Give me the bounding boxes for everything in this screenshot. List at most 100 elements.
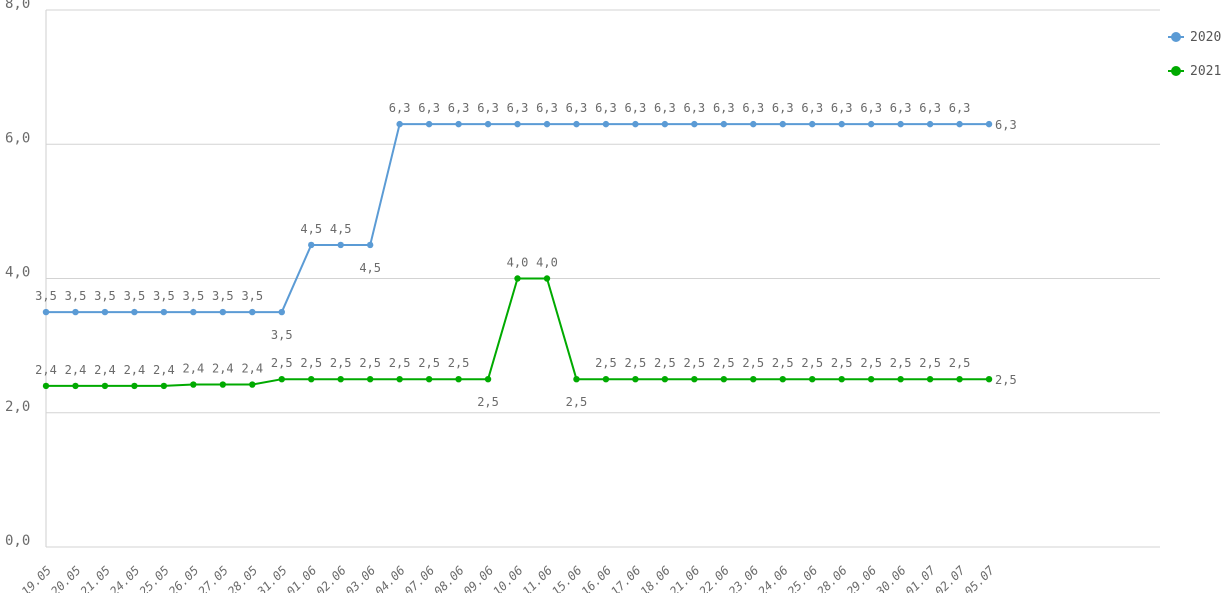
data-label: 2,5 [713,356,735,370]
data-label: 3,5 [241,289,263,303]
data-label: 6,3 [595,101,617,115]
data-label: 2,5 [654,356,676,370]
data-point [602,120,610,128]
y-tick-label: 8,0 [5,0,30,12]
data-point [926,375,934,383]
data-label: 2,5 [772,356,794,370]
data-label: 6,3 [831,101,853,115]
series-2020: 3,5 3,5 3,5 3,5 3,5 3,5 3,5 3,5 3,5 4,5 4,5 4,5 6,3 6… [35,101,1017,342]
data-point [249,381,256,388]
data-label: 6,3 [742,101,764,115]
legend-label-2020: 2020 [1190,29,1222,45]
data-label: 2,5 [330,356,352,370]
data-point [514,120,521,128]
data-label: 2,5 [831,356,853,370]
data-point [720,120,728,128]
data-point [42,382,50,390]
data-point [779,375,786,383]
data-point [897,375,904,383]
data-label: 2,4 [35,363,57,377]
data-point [42,308,50,316]
data-point [219,308,227,316]
data-label: 6,3 [536,101,558,115]
data-label: 2,4 [241,362,263,376]
data-label: 6,3 [890,101,912,115]
data-point [632,120,639,128]
data-point [720,375,728,383]
data-label: 2,5 [890,356,912,370]
data-point [278,375,285,383]
data-point [779,120,786,128]
data-point [101,382,109,390]
data-label: 3,5 [183,289,205,303]
data-point [956,375,963,383]
data-label: 6,3 [683,101,705,115]
data-label: 2,5 [625,356,647,370]
y-tick-label: 6,0 [5,130,30,146]
data-point [867,120,875,128]
data-label: 2,5 [995,373,1017,387]
data-label: 2,5 [448,356,470,370]
data-point [573,375,580,383]
data-point [72,382,79,390]
data-label: 2,4 [212,362,234,376]
data-point [484,120,492,128]
data-point [661,120,669,128]
data-label: 2,4 [124,363,146,377]
data-point [308,241,315,249]
data-label: 6,3 [566,101,588,115]
data-point [131,382,138,390]
data-point [72,308,79,316]
data-label: 2,5 [595,356,617,370]
data-point [455,120,462,128]
data-point [926,120,934,128]
data-point [985,375,993,383]
series-line-2020 [46,123,990,314]
data-point [573,120,580,128]
data-point [425,120,433,128]
data-point [838,375,845,383]
data-label: 2,5 [389,356,411,370]
y-tick-label: 4,0 [5,265,30,281]
data-point [160,308,168,316]
data-point [337,375,344,383]
y-axis: 0,0 2,0 4,0 6,0 8,0 [5,0,30,549]
data-point [897,120,904,128]
data-point [131,308,138,316]
data-label: 2,5 [477,395,499,409]
data-label: 2,5 [683,356,705,370]
legend-swatch-2020 [1168,31,1184,43]
data-point [543,120,551,128]
data-label: 2,5 [742,356,764,370]
data-label: 4,5 [300,222,322,236]
data-point [337,241,344,249]
data-label: 6,3 [995,118,1017,132]
data-point [632,375,639,383]
series-2021: 2,4 2,4 2,4 2,4 2,4 2,4 2,4 2,4 2,5 2,5 2,5 2,5 2,5 2… [35,256,1017,410]
data-label: 6,3 [860,101,882,115]
data-label: 3,5 [124,289,146,303]
data-point [956,120,963,128]
data-point [514,275,521,282]
data-label: 2,5 [801,356,823,370]
data-point [809,120,816,128]
data-point [691,120,698,128]
data-label: 6,3 [772,101,794,115]
data-label: 3,5 [94,289,116,303]
data-label: 6,3 [389,101,411,115]
data-point [750,375,757,383]
legend-item-2020[interactable]: 2020 [1168,20,1221,54]
data-point [985,120,993,128]
y-tick-label: 2,0 [5,399,30,415]
data-label: 2,5 [300,356,322,370]
data-label: 6,3 [477,101,499,115]
data-point [425,375,433,383]
data-point [366,241,374,249]
data-label: 6,3 [801,101,823,115]
data-label: 6,3 [713,101,735,115]
legend-item-2021[interactable]: 2021 [1168,54,1221,88]
data-point [308,375,315,383]
legend: 2020 2021 [1168,20,1221,88]
data-point [366,375,374,383]
